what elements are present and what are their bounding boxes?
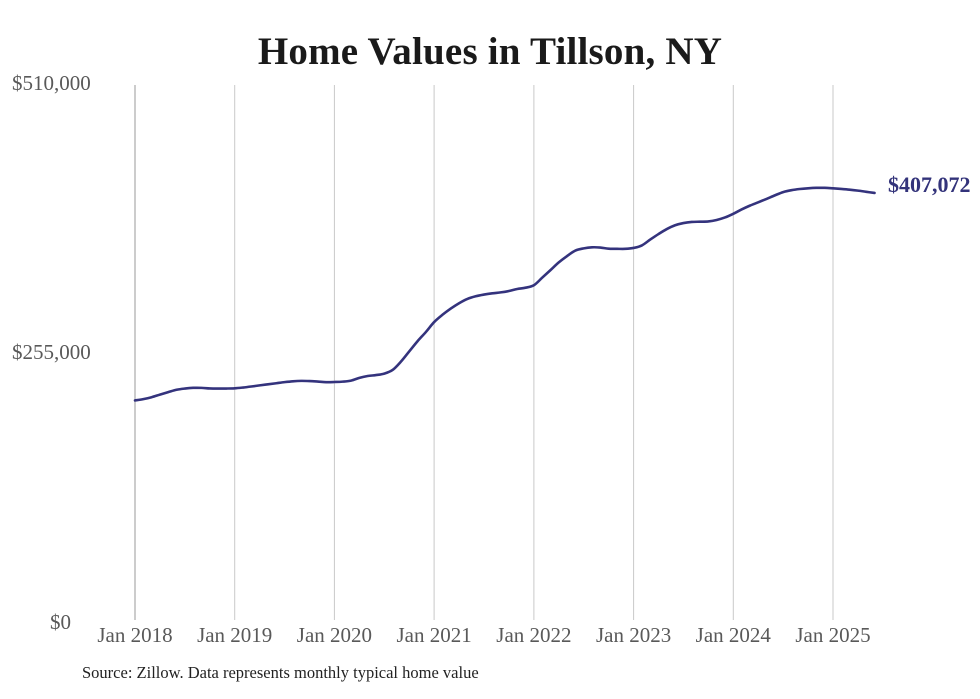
svg-text:$255,000: $255,000 bbox=[12, 340, 91, 364]
svg-text:Jan 2022: Jan 2022 bbox=[496, 623, 571, 647]
svg-text:Jan 2023: Jan 2023 bbox=[596, 623, 671, 647]
svg-text:Jan 2019: Jan 2019 bbox=[197, 623, 272, 647]
svg-text:$407,072: $407,072 bbox=[888, 172, 971, 197]
svg-text:Jan 2021: Jan 2021 bbox=[396, 623, 471, 647]
svg-text:Jan 2024: Jan 2024 bbox=[696, 623, 772, 647]
svg-text:$0: $0 bbox=[50, 610, 71, 634]
svg-text:Jan 2020: Jan 2020 bbox=[297, 623, 372, 647]
svg-text:$510,000: $510,000 bbox=[12, 71, 91, 95]
svg-text:Jan 2018: Jan 2018 bbox=[97, 623, 172, 647]
svg-text:Jan 2025: Jan 2025 bbox=[795, 623, 870, 647]
